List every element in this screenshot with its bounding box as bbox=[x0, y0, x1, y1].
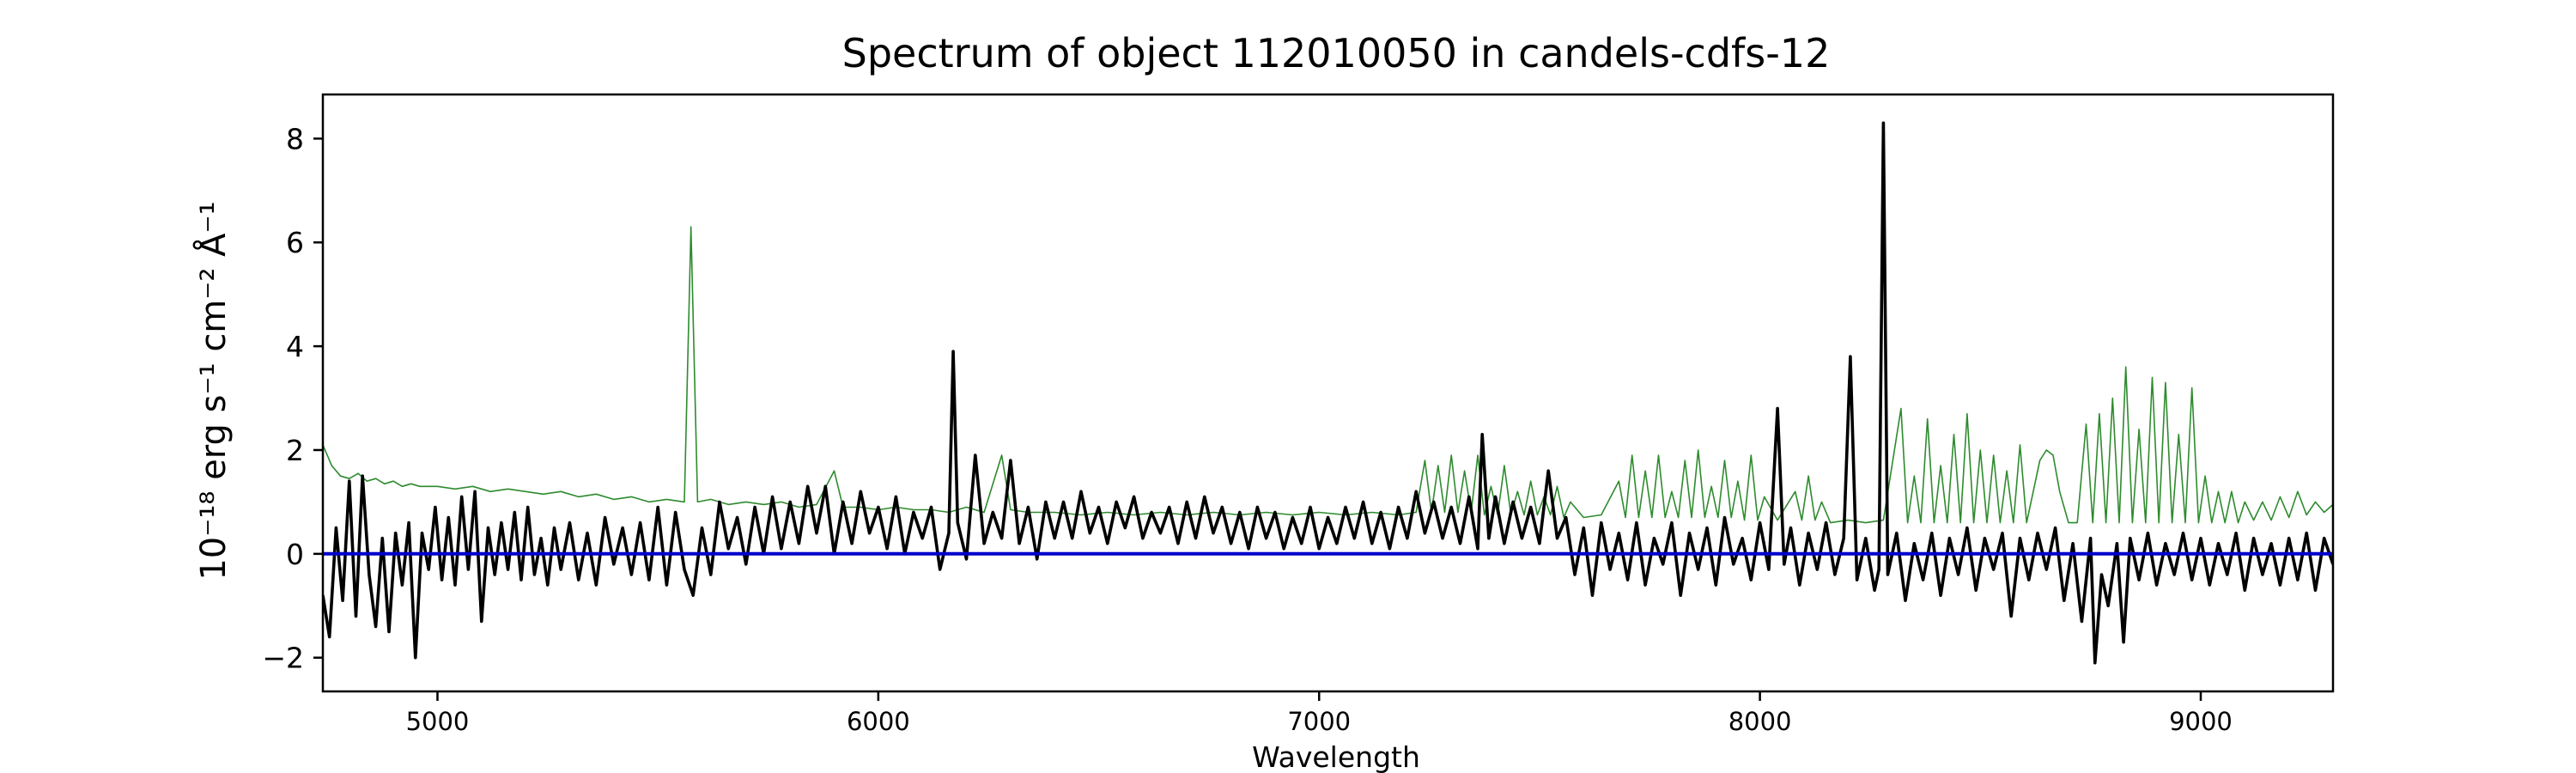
series-layer bbox=[323, 121, 2333, 665]
x-tick-label: 5000 bbox=[406, 707, 470, 736]
y-tick-label: −2 bbox=[262, 642, 304, 675]
x-axis-label: Wavelength bbox=[1252, 740, 1420, 773]
series-line-thick bbox=[323, 121, 2333, 665]
series-line-thin bbox=[323, 226, 2333, 524]
x-tick-label: 9000 bbox=[2169, 707, 2233, 736]
y-tick-label: 6 bbox=[286, 226, 304, 259]
x-tick-label: 6000 bbox=[847, 707, 910, 736]
chart-title: Spectrum of object 112010050 in candels-… bbox=[842, 30, 1831, 76]
axes-frame-layer bbox=[321, 93, 2335, 693]
y-tick-label: 0 bbox=[286, 538, 304, 571]
x-tick-label: 8000 bbox=[1728, 707, 1792, 736]
y-axis-label: 10⁻¹⁸ erg s⁻¹ cm⁻² Å⁻¹ bbox=[192, 201, 234, 580]
y-tick-label: 4 bbox=[286, 330, 304, 363]
y-tick-label: 2 bbox=[286, 434, 304, 467]
tick-layer: 5000 6000 7000 8000 9000 −2 0 2 4 6 8 bbox=[262, 122, 2233, 736]
x-tick-label: 7000 bbox=[1287, 707, 1351, 736]
plot-frame bbox=[321, 93, 2335, 693]
y-tick-label: 8 bbox=[286, 122, 304, 155]
